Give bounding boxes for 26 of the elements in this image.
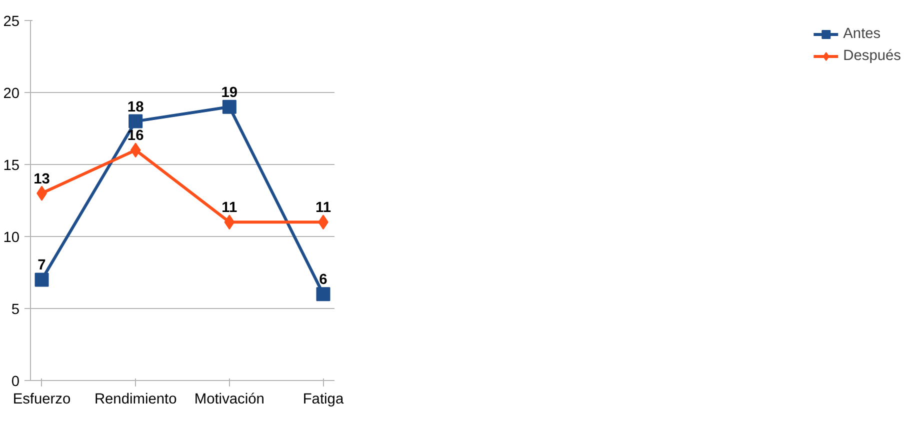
y-tick-label: 5 <box>11 302 20 318</box>
y-tick-label: 0 <box>11 374 20 390</box>
x-tick-label: Esfuerzo <box>12 392 71 408</box>
data-label: 18 <box>127 99 144 116</box>
x-tick-label: Rendimiento <box>94 392 177 408</box>
data-label: 16 <box>127 128 144 144</box>
legend-label: Antes <box>843 26 881 42</box>
legend-label: Después <box>843 48 901 64</box>
y-tick-label: 10 <box>3 230 20 246</box>
point <box>316 287 330 302</box>
point <box>224 214 235 230</box>
point <box>128 114 143 128</box>
data-label: 6 <box>319 272 328 288</box>
point <box>222 100 236 114</box>
data-label: 11 <box>315 200 331 216</box>
data-label: 13 <box>34 171 50 188</box>
data-label: 19 <box>221 84 238 101</box>
x-tick-label: Fatiga <box>302 392 344 408</box>
data-label: 11 <box>222 200 238 216</box>
data-label: 7 <box>38 258 46 274</box>
point <box>34 272 49 287</box>
point <box>130 142 141 158</box>
y-tick-label: 25 <box>3 14 20 30</box>
y-tick-label: 15 <box>3 158 20 174</box>
y-tick-label: 20 <box>3 86 20 102</box>
x-tick-label: Motivación <box>194 392 264 408</box>
